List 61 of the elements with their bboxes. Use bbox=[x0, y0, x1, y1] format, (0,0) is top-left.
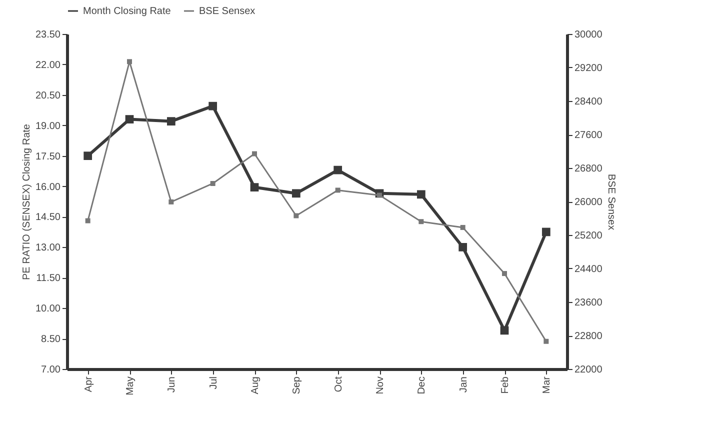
point bbox=[84, 152, 92, 160]
y-tick-label: 16.00 bbox=[35, 182, 61, 193]
x-tick-label: Apr bbox=[83, 376, 94, 392]
y-tick-label: 13.00 bbox=[35, 242, 61, 254]
y2-tick-label: 25200 bbox=[574, 230, 603, 242]
y2-axis-title: BSE Sensex bbox=[605, 174, 616, 230]
y-tick-label: 20.50 bbox=[35, 90, 61, 102]
point bbox=[294, 213, 299, 218]
y-tick-label: 23.50 bbox=[35, 30, 61, 40]
y2-tick-label: 26800 bbox=[574, 164, 603, 174]
y2-tick-label: 26000 bbox=[574, 197, 603, 208]
point bbox=[502, 271, 507, 276]
point bbox=[418, 219, 424, 224]
y-tick-label: 19.00 bbox=[35, 120, 61, 132]
point bbox=[210, 180, 216, 186]
y2-tick-label: 24400 bbox=[574, 264, 603, 275]
x-tick-label: Feb bbox=[500, 376, 511, 394]
y2-tick-label: 29200 bbox=[574, 63, 603, 74]
point bbox=[458, 243, 468, 252]
y-tick-label: 22.00 bbox=[35, 60, 61, 71]
y2-tick-label: 30000 bbox=[574, 30, 603, 40]
legend-label: Month Closing Rate bbox=[83, 6, 172, 17]
point bbox=[292, 189, 300, 198]
x-tick-label: Jun bbox=[166, 376, 178, 393]
point bbox=[250, 183, 259, 192]
point bbox=[252, 151, 257, 156]
x-tick-label: Jan bbox=[458, 376, 470, 393]
x-tick-label: Oct bbox=[333, 376, 344, 392]
point bbox=[85, 218, 90, 224]
point bbox=[335, 188, 340, 193]
y-tick-label: 10.00 bbox=[35, 304, 61, 315]
x-tick-label: Mar bbox=[542, 376, 553, 394]
point bbox=[500, 326, 509, 335]
point bbox=[416, 190, 426, 199]
x-tick-label: Jul bbox=[208, 376, 220, 390]
point bbox=[460, 224, 466, 230]
x-tick-label: Aug bbox=[250, 376, 261, 394]
point bbox=[166, 117, 176, 126]
y2-tick-label: 22800 bbox=[574, 331, 603, 342]
y-axis-title: PE RATIO (SENSEX) Closing Rate bbox=[21, 124, 32, 280]
y-tick-label: 7.00 bbox=[41, 364, 61, 376]
y-tick-label: 11.50 bbox=[36, 273, 61, 284]
point bbox=[542, 228, 550, 236]
x-tick-label: Sep bbox=[292, 376, 303, 394]
y2-tick-label: 27600 bbox=[574, 130, 603, 141]
y2-tick-label: 23600 bbox=[574, 298, 603, 308]
y-tick-label: 14.50 bbox=[35, 212, 61, 224]
point bbox=[208, 102, 218, 110]
y-tick-label: 17.50 bbox=[35, 151, 61, 162]
point bbox=[334, 166, 342, 174]
y2-tick-label: 22000 bbox=[574, 364, 603, 376]
point bbox=[544, 338, 549, 344]
y-tick-label: 8.50 bbox=[41, 334, 61, 346]
point bbox=[127, 59, 132, 64]
x-tick-label: Dec bbox=[416, 376, 428, 394]
point bbox=[125, 115, 134, 124]
legend-label: BSE Sensex bbox=[199, 6, 256, 17]
x-tick-label: Nov bbox=[375, 376, 386, 394]
point bbox=[168, 199, 174, 204]
y2-tick-label: 28400 bbox=[574, 96, 603, 108]
x-tick-label: May bbox=[125, 376, 136, 396]
